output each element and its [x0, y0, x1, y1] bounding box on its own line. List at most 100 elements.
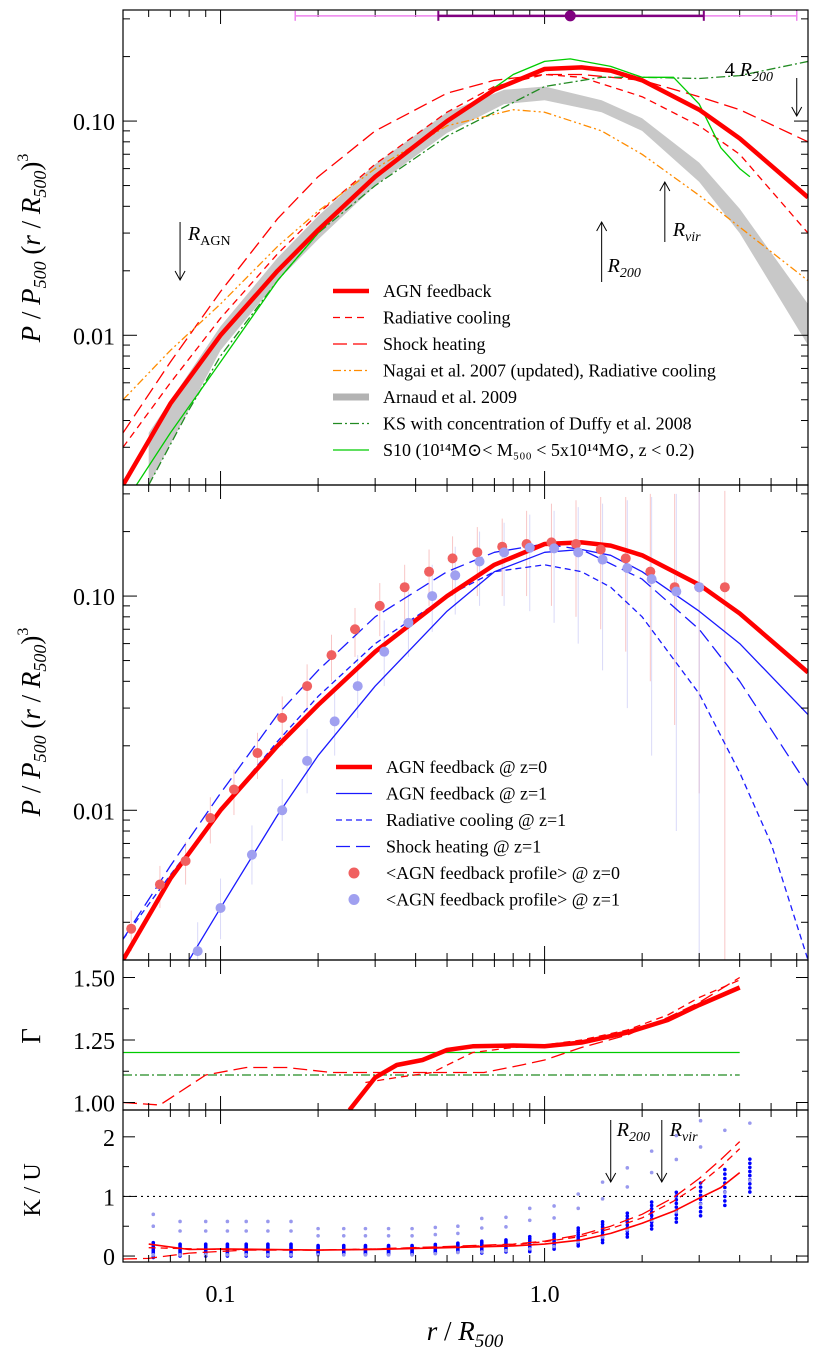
point-z1 [192, 946, 203, 957]
scatter-dark [552, 1232, 556, 1237]
x-axis-label-slash: / [437, 1316, 458, 1346]
scatter-dark [625, 1235, 630, 1239]
point-z1 [450, 570, 461, 581]
y-axis-label-part: 3 [15, 628, 32, 636]
scatter-light [266, 1229, 270, 1233]
scatter-light [386, 1253, 391, 1257]
x-axis-label-R: R [457, 1316, 475, 1346]
rvir-label-main: R [672, 219, 685, 241]
scatter-dark [266, 1242, 270, 1246]
scatter-dark [723, 1194, 727, 1199]
scatter-light [410, 1226, 414, 1231]
series-line [365, 979, 740, 1084]
plot-area [123, 1118, 808, 1260]
point-z1 [302, 755, 313, 766]
scatter-light [527, 1247, 532, 1251]
scatter-light [316, 1226, 320, 1231]
point-z1 [597, 554, 608, 565]
legend-label: Radiative cooling @ z=1 [386, 810, 566, 830]
scatter-dark [600, 1238, 605, 1242]
scatter-light [410, 1253, 414, 1257]
scatter-light [244, 1219, 249, 1224]
scatter-light [527, 1218, 532, 1223]
point-z1 [524, 542, 535, 553]
y-axis-label-part: 500 [30, 735, 50, 762]
scatter-light [203, 1229, 208, 1233]
scatter-light [600, 1197, 605, 1201]
point-z0 [126, 923, 137, 934]
y-axis-label-part: R [16, 671, 46, 689]
y-axis-label: P / P500 (r / R500)3 [15, 628, 50, 818]
legend-swatch [348, 867, 360, 879]
point-z0 [374, 600, 385, 611]
scatter-light [649, 1149, 654, 1153]
point-z1 [499, 547, 510, 558]
y-tick-label: 1.50 [73, 967, 115, 993]
scatter-dark [723, 1172, 727, 1176]
scatter-light [698, 1118, 703, 1123]
y-tick-label: 1 [103, 1185, 115, 1211]
point-z0 [350, 624, 361, 635]
scatter-light [151, 1253, 156, 1257]
ragn-label-sub: AGN [200, 234, 230, 249]
point-z0 [228, 784, 239, 795]
point-z0 [302, 681, 313, 692]
scatter-light [479, 1216, 484, 1221]
scatter-light [479, 1226, 484, 1230]
scatter-light [386, 1233, 391, 1238]
scatter-light [674, 1133, 679, 1138]
y-axis-label-part: ) [16, 162, 46, 171]
point-z1 [379, 646, 390, 657]
rvir-label-sub: vir [682, 1130, 698, 1145]
scatter-light [266, 1219, 270, 1224]
series-line [123, 73, 808, 448]
point-z0 [472, 547, 483, 558]
scatter-light [433, 1225, 438, 1230]
point-z1 [352, 681, 363, 692]
scatter-light [625, 1185, 630, 1189]
panel-pressure-models: 0.010.10P / P500 (r / R500)3RAGNR200Rvir… [15, 9, 809, 486]
y-tick-label: 0.10 [73, 585, 115, 611]
scatter-dark [600, 1240, 605, 1245]
r200-label: R200 [607, 255, 641, 281]
scatter-light [244, 1253, 249, 1257]
rvir-label: Rvir [669, 1119, 698, 1145]
r200-label-sub: 200 [629, 1130, 650, 1145]
scatter-dark [456, 1241, 460, 1246]
y-axis-label-part: / [16, 305, 46, 326]
point-z1 [403, 617, 414, 628]
y-tick-label: 0.01 [73, 799, 115, 825]
scatter-dark [674, 1190, 679, 1195]
y-axis-label-part: ( [16, 720, 46, 736]
scatter-light [178, 1219, 182, 1224]
scatter-light [504, 1248, 508, 1253]
scatter-light [266, 1253, 270, 1257]
point-z1 [329, 716, 340, 727]
legend-label: KS with concentration of Duffy et al. 20… [383, 414, 692, 434]
plot-area [123, 976, 741, 1110]
scatter-dark [723, 1203, 727, 1208]
point-z1 [277, 805, 288, 816]
scatter-light [386, 1226, 391, 1231]
scatter-light [225, 1229, 230, 1233]
four-r200-arrow-head [791, 106, 803, 118]
y-axis-label-part: 500 [30, 171, 50, 198]
point-z0 [205, 813, 216, 824]
scatter-dark [527, 1234, 532, 1239]
series-line [347, 985, 741, 1110]
y-tick-label: 1.25 [73, 1029, 115, 1055]
scatter-light [748, 1178, 752, 1183]
four-r200-b: R [739, 59, 752, 81]
scatter-light [363, 1226, 368, 1231]
y-axis-label-part: P [16, 326, 46, 344]
legend-label: <AGN feedback profile> @ z=1 [386, 890, 620, 910]
y-tick-label: 1.00 [73, 1092, 115, 1118]
scatter-light [244, 1229, 249, 1233]
point-z1 [246, 849, 257, 860]
point-z1 [474, 556, 485, 567]
point-z1 [549, 543, 560, 554]
y-axis-label: K / U [20, 1163, 46, 1216]
plot-area [123, 490, 808, 960]
